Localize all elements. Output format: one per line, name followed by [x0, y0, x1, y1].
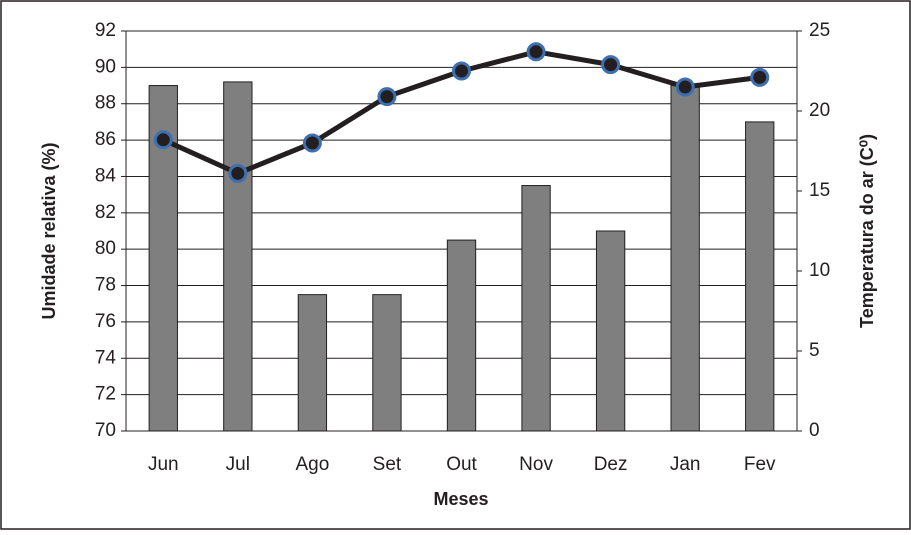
- marker: [750, 67, 770, 87]
- bar: [223, 81, 253, 432]
- x-tick-label: Nov: [519, 454, 553, 475]
- y2-tick-label: 10: [809, 260, 830, 281]
- y-tick-label: 88: [95, 93, 116, 114]
- y2-tick-label: 20: [809, 100, 830, 121]
- y-tick-label: 86: [95, 129, 116, 150]
- marker: [228, 163, 248, 183]
- bar: [670, 85, 700, 432]
- marker: [601, 55, 621, 75]
- bar: [595, 230, 626, 432]
- x-axis-label: Meses: [433, 489, 488, 509]
- y-tick-label: 74: [95, 347, 117, 368]
- marker: [153, 130, 173, 150]
- y-tick-label: 82: [95, 202, 116, 223]
- x-tick-label: Set: [373, 454, 402, 475]
- bar: [372, 294, 402, 432]
- y-axis-label: Umidade relativa (%): [39, 142, 59, 319]
- y-tick-label: 84: [95, 165, 117, 186]
- x-tick-label: Out: [446, 454, 477, 475]
- y2-tick-label: 0: [809, 420, 820, 441]
- y-tick-label: 78: [95, 275, 116, 296]
- y-tick-label: 70: [95, 420, 116, 441]
- y-tick-label: 90: [95, 56, 116, 77]
- y2-tick-label: 25: [809, 20, 830, 41]
- x-tick-label: Jun: [148, 454, 179, 475]
- marker: [302, 133, 322, 153]
- marker: [675, 77, 695, 97]
- x-tick-label: Dez: [594, 454, 628, 475]
- y2-tick-label: 5: [809, 340, 820, 361]
- bar: [745, 121, 775, 432]
- marker: [526, 42, 546, 62]
- x-tick-label: Fev: [744, 454, 776, 475]
- marker: [377, 87, 397, 107]
- marker: [452, 61, 471, 81]
- x-tick-label: Jul: [226, 454, 250, 475]
- x-tick-label: Jan: [670, 454, 701, 475]
- y-tick-label: 72: [95, 384, 116, 405]
- bar: [521, 185, 551, 432]
- x-tick-label: Ago: [295, 454, 329, 475]
- y-tick-label: 76: [95, 311, 116, 332]
- bar: [446, 239, 477, 432]
- y-tick-label: 92: [95, 20, 116, 41]
- y2-tick-label: 15: [809, 180, 830, 201]
- bar: [297, 294, 328, 432]
- y2-axis-label: Temperatura do ar (C⁰): [857, 134, 877, 328]
- y-tick-label: 80: [95, 238, 116, 259]
